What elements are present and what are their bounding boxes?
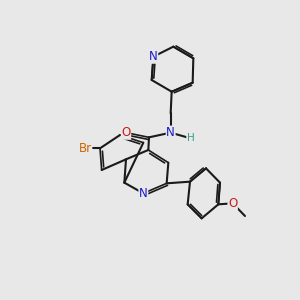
Text: O: O [122,126,130,139]
Text: N: N [166,126,175,139]
Text: N: N [149,50,158,63]
Text: O: O [228,197,237,210]
Text: Br: Br [78,142,92,155]
Text: H: H [187,133,194,143]
Text: N: N [139,187,148,200]
